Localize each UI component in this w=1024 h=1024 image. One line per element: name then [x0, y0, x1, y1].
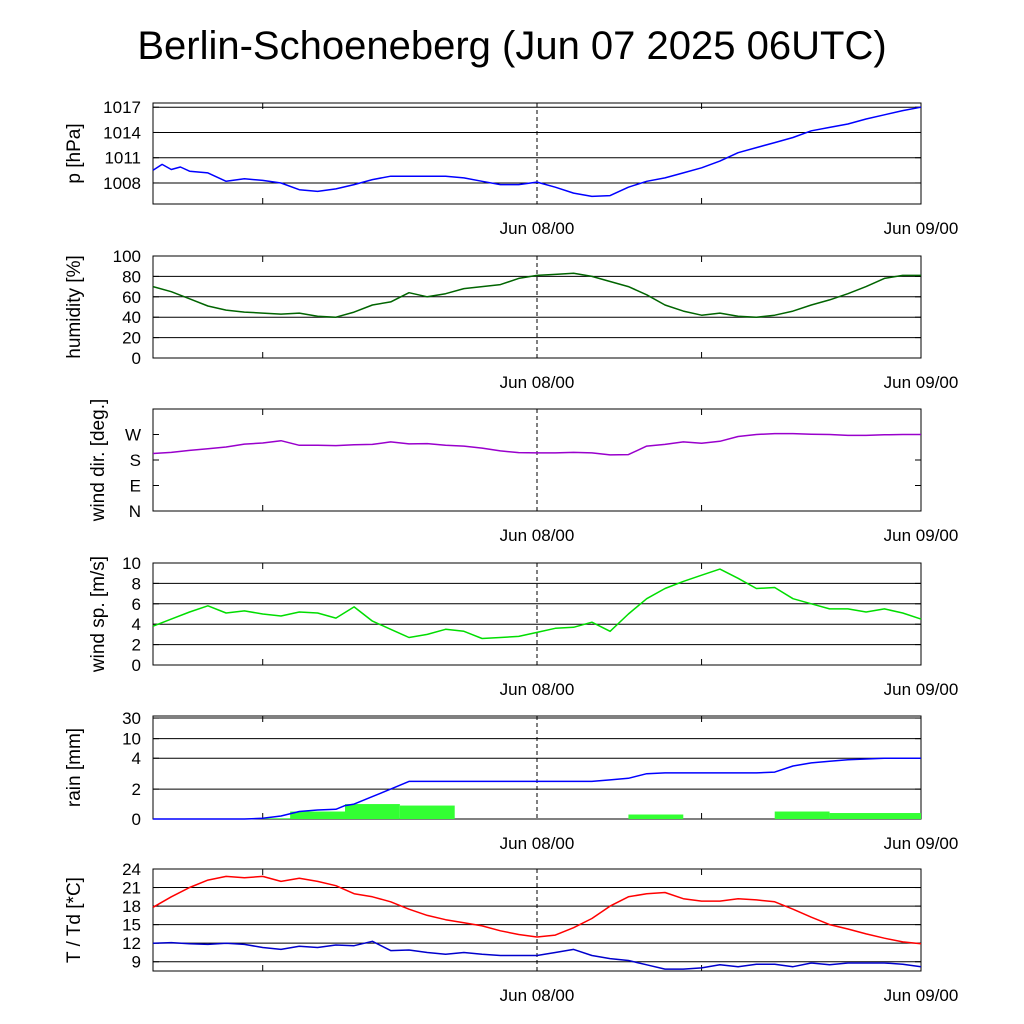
series-line-wind-direction-0: [152, 432, 921, 456]
y-tick-label: 10: [122, 554, 141, 573]
y-tick-label: 6: [132, 595, 141, 614]
y-tick-label: 1017: [103, 98, 141, 117]
series-line-temperature-dewpoint-1: [152, 940, 922, 970]
y-tick-label: S: [130, 451, 141, 470]
panel-pressure: 1008 1011 1014 1017 Jun 08/00 Jun 09/00 p [hPa…: [64, 98, 958, 238]
y-tick-label: 80: [122, 267, 141, 286]
y-tick-label: 1014: [103, 123, 141, 142]
series-line-temperature-dewpoint-0: [152, 875, 922, 945]
y-tick-label: 100: [113, 247, 141, 266]
y-tick-label: 8: [132, 574, 141, 593]
chart-title: Berlin-Schoeneberg (Jun 07 2025 06UTC): [137, 24, 887, 68]
x-tick-label: Jun 09/00: [884, 986, 959, 1005]
y-tick-label: 0: [132, 656, 141, 675]
x-tick-label: Jun 09/00: [884, 834, 959, 853]
x-tick-label: Jun 08/00: [500, 526, 575, 545]
panel-rain: 0 2 410 30 Jun 08/00 Jun 09/00 rain [mm]: [64, 709, 958, 853]
y-tick-label: 30: [122, 709, 141, 728]
y-tick-label: 24: [122, 860, 141, 879]
y-tick-label: 0: [132, 810, 141, 829]
rain-bar: [345, 804, 400, 819]
y-tick-label: 12: [122, 934, 141, 953]
y-axis-label: p [hPa]: [64, 123, 85, 183]
y-tick-label: 4: [132, 615, 141, 634]
series-line-humidity-0: [152, 272, 921, 318]
y-tick-label: 9: [132, 953, 141, 972]
rain-bar: [399, 805, 455, 819]
rain-bar: [829, 813, 921, 819]
x-tick-label: Jun 08/00: [500, 373, 575, 392]
y-tick-label: 15: [122, 916, 141, 935]
y-axis-label: T / Td [*C]: [64, 877, 85, 963]
y-tick-label: 21: [122, 879, 141, 898]
x-tick-label: Jun 08/00: [500, 986, 575, 1005]
y-tick-label: 4: [132, 749, 141, 768]
y-tick-label: 10: [122, 730, 141, 749]
y-tick-label: 2: [132, 636, 141, 655]
x-tick-label: Jun 08/00: [500, 219, 575, 238]
x-tick-label: Jun 08/00: [500, 680, 575, 699]
series-line-pressure-0: [152, 106, 922, 198]
rain-bar: [262, 818, 291, 819]
y-tick-label: E: [130, 477, 141, 496]
y-tick-label: 18: [122, 897, 141, 916]
y-axis-label: wind dir. [deg.]: [88, 399, 109, 523]
series-line-wind-speed-0: [152, 568, 922, 640]
series-line-rain-0: [153, 757, 921, 820]
rain-bar: [628, 814, 684, 819]
panel-wind-speed: 02 46 810 Jun 08/00 Jun 09/00 wind sp. [m/s]: [88, 554, 958, 699]
y-tick-label: 1008: [103, 174, 141, 193]
y-axis-label: wind sp. [m/s]: [88, 556, 109, 673]
y-tick-label: N: [129, 502, 141, 521]
y-tick-label: 60: [122, 288, 141, 307]
y-axis-label: humidity [%]: [64, 255, 85, 358]
rain-bar: [774, 811, 830, 819]
x-tick-label: Jun 09/00: [884, 680, 959, 699]
y-tick-label: 1011: [104, 149, 141, 168]
rain-bar: [290, 811, 345, 819]
y-tick-label: 40: [122, 308, 141, 327]
x-tick-label: Jun 09/00: [884, 526, 959, 545]
y-tick-label: 0: [132, 349, 141, 368]
y-tick-label: 2: [132, 780, 141, 799]
x-tick-label: Jun 09/00: [884, 219, 959, 238]
y-tick-label: 20: [122, 329, 141, 348]
y-tick-label: W: [125, 426, 141, 445]
x-tick-label: Jun 09/00: [884, 373, 959, 392]
y-axis-label: rain [mm]: [64, 728, 85, 807]
x-tick-label: Jun 08/00: [500, 834, 575, 853]
